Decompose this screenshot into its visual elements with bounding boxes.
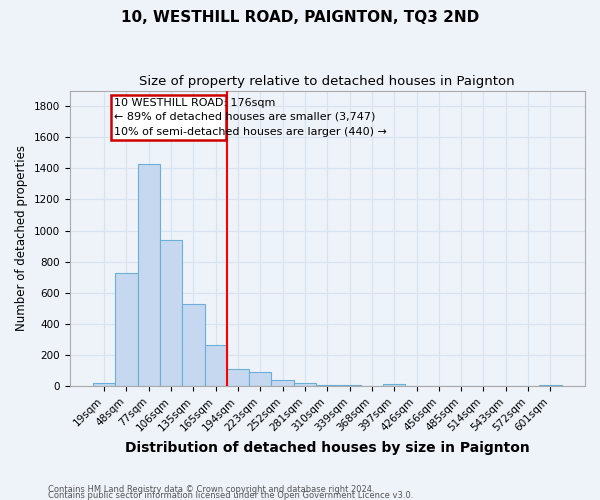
Y-axis label: Number of detached properties: Number of detached properties xyxy=(15,146,28,332)
Text: Contains HM Land Registry data © Crown copyright and database right 2024.: Contains HM Land Registry data © Crown c… xyxy=(48,484,374,494)
Bar xyxy=(93,383,115,386)
Bar xyxy=(539,385,562,386)
Bar xyxy=(383,384,406,386)
Bar xyxy=(227,369,249,386)
Bar xyxy=(137,164,160,386)
Bar xyxy=(115,272,137,386)
Title: Size of property relative to detached houses in Paignton: Size of property relative to detached ho… xyxy=(139,75,515,88)
Bar xyxy=(160,240,182,386)
Bar xyxy=(316,384,338,386)
Bar xyxy=(294,383,316,386)
Text: 10 WESTHILL ROAD: 176sqm: 10 WESTHILL ROAD: 176sqm xyxy=(114,98,275,108)
Bar xyxy=(182,304,205,386)
Bar xyxy=(205,345,227,386)
Bar xyxy=(271,380,294,386)
Bar xyxy=(249,372,271,386)
Text: 10% of semi-detached houses are larger (440) →: 10% of semi-detached houses are larger (… xyxy=(114,127,387,137)
X-axis label: Distribution of detached houses by size in Paignton: Distribution of detached houses by size … xyxy=(125,441,530,455)
Text: ← 89% of detached houses are smaller (3,747): ← 89% of detached houses are smaller (3,… xyxy=(114,112,376,122)
Text: 10, WESTHILL ROAD, PAIGNTON, TQ3 2ND: 10, WESTHILL ROAD, PAIGNTON, TQ3 2ND xyxy=(121,10,479,25)
Bar xyxy=(111,95,226,140)
Text: Contains public sector information licensed under the Open Government Licence v3: Contains public sector information licen… xyxy=(48,490,413,500)
